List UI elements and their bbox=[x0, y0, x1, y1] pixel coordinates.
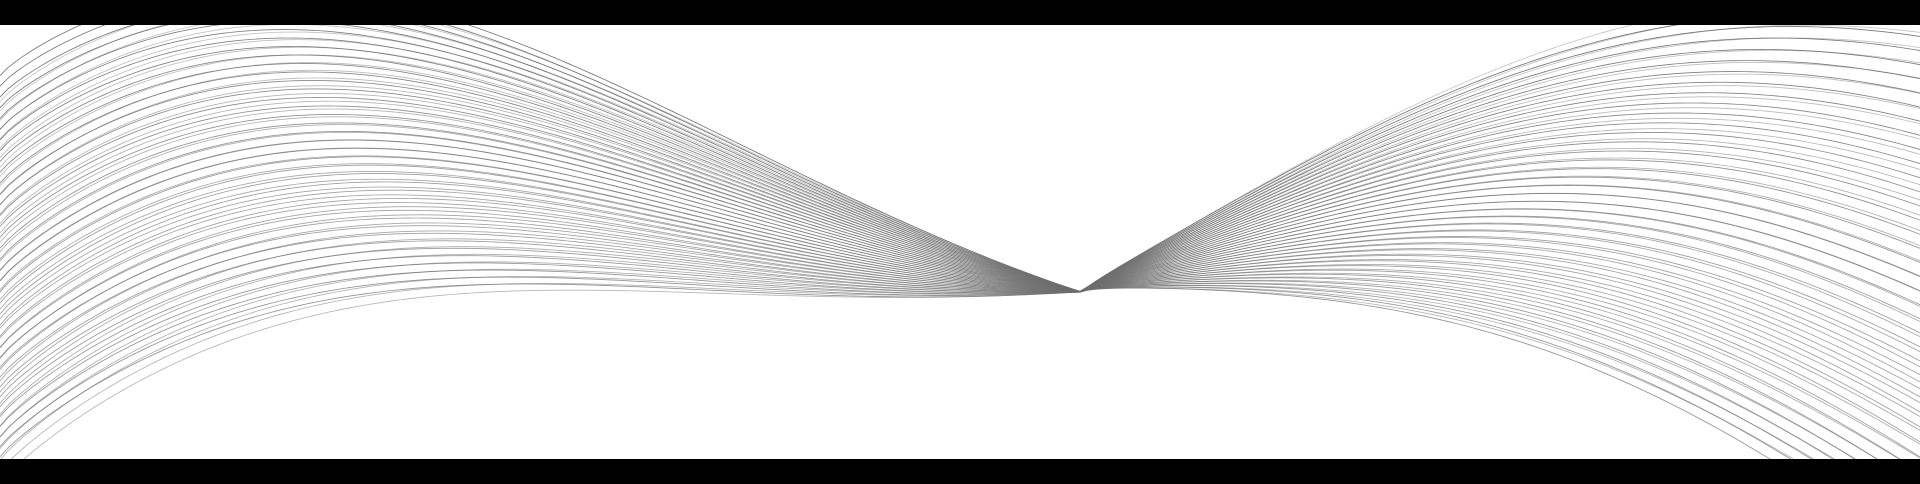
moire-curve bbox=[0, 25, 1920, 291]
moire-curve bbox=[0, 47, 1920, 292]
moire-curve bbox=[0, 55, 1920, 292]
moire-curve bbox=[0, 247, 1920, 458]
moire-curve bbox=[0, 72, 1920, 292]
moire-curve bbox=[0, 63, 1920, 291]
line-art-stage bbox=[0, 25, 1920, 459]
moire-curve bbox=[0, 215, 1920, 403]
moire-curve bbox=[0, 231, 1920, 430]
moire-curve bbox=[0, 203, 1920, 397]
moire-curve bbox=[0, 25, 1920, 291]
moire-curve bbox=[0, 239, 1920, 444]
moire-curve bbox=[0, 198, 1920, 374]
moire-curve bbox=[0, 25, 1920, 291]
moire-curve bbox=[0, 125, 1920, 292]
moire-curve bbox=[0, 288, 1920, 459]
moire-curve bbox=[0, 283, 1920, 459]
moire-curve bbox=[0, 140, 1920, 292]
moire-curve bbox=[0, 157, 1920, 305]
moire-curve bbox=[0, 55, 1920, 292]
moire-curve bbox=[0, 174, 1920, 333]
moire-curve bbox=[0, 101, 1920, 291]
moire-curve bbox=[0, 210, 1920, 412]
moire-curve bbox=[0, 148, 1920, 291]
moire-curve bbox=[0, 165, 1920, 319]
moire-curve bbox=[0, 254, 1920, 459]
moire-curve bbox=[0, 25, 1920, 291]
moire-curve bbox=[0, 269, 1920, 459]
moire-curve bbox=[0, 262, 1920, 459]
moire-curve bbox=[0, 38, 1920, 291]
moire-curve bbox=[0, 117, 1920, 292]
letterbox-bottom-bar bbox=[0, 459, 1920, 484]
moire-curve bbox=[0, 109, 1920, 292]
moire-curve bbox=[0, 277, 1920, 459]
moire-curve bbox=[0, 32, 1920, 291]
moire-curve bbox=[0, 63, 1920, 292]
letterbox-top-bar bbox=[0, 0, 1920, 25]
moire-curve bbox=[0, 25, 1920, 291]
moire-curve bbox=[0, 30, 1920, 292]
moire-curve bbox=[0, 270, 1920, 459]
moire-curve bbox=[0, 25, 1920, 291]
moire-curve bbox=[0, 78, 1920, 292]
moire-curve bbox=[0, 182, 1920, 347]
moire-curve bbox=[0, 86, 1920, 292]
moire-curve bbox=[0, 93, 1920, 291]
moire-curve bbox=[0, 40, 1920, 292]
moire-curve-svg bbox=[0, 25, 1920, 459]
moire-curve bbox=[0, 25, 1920, 291]
moire-curve bbox=[0, 70, 1920, 291]
moire-curve bbox=[0, 207, 1920, 389]
moire-curve bbox=[0, 25, 1920, 291]
moire-curve bbox=[0, 190, 1920, 361]
moire-curve bbox=[0, 223, 1920, 417]
moire-curve bbox=[0, 47, 1920, 291]
moire-curve bbox=[0, 132, 1920, 291]
moire-curve bbox=[0, 25, 1920, 291]
moire-curve bbox=[0, 277, 1920, 460]
